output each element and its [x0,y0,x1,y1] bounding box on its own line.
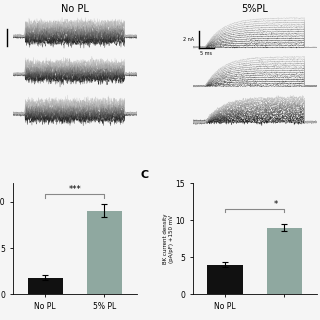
Text: *: * [273,200,277,209]
Text: 2 nA: 2 nA [183,37,194,42]
Title: 5%PL: 5%PL [241,4,268,14]
Bar [28,278,63,294]
Title: No PL: No PL [61,4,89,14]
Text: 5 ms: 5 ms [200,51,212,56]
Bar [267,228,302,294]
Bar [87,211,122,294]
Text: C: C [140,170,149,180]
Bar [207,265,243,294]
Y-axis label: BK current density
(pA/pF) +150 mV: BK current density (pA/pF) +150 mV [163,213,174,264]
Text: ***: *** [68,185,81,194]
